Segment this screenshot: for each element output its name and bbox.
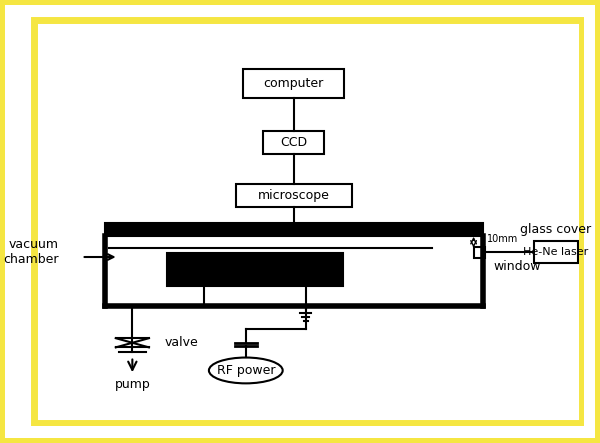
Text: pump: pump bbox=[115, 378, 150, 391]
Bar bbox=[473, 247, 485, 258]
Text: vacuum
chamber: vacuum chamber bbox=[3, 238, 59, 266]
Text: microscope: microscope bbox=[258, 189, 329, 202]
Bar bbox=[104, 223, 483, 236]
Text: He-Ne laser: He-Ne laser bbox=[523, 247, 589, 257]
Ellipse shape bbox=[209, 358, 283, 383]
Text: RF power: RF power bbox=[217, 364, 275, 377]
Bar bbox=[243, 69, 344, 98]
Text: 10mm: 10mm bbox=[487, 233, 518, 244]
Text: CCD: CCD bbox=[280, 136, 307, 149]
Text: valve: valve bbox=[164, 336, 199, 349]
Text: glass cover: glass cover bbox=[520, 223, 591, 236]
Bar bbox=[533, 241, 578, 264]
Text: computer: computer bbox=[263, 77, 324, 90]
Text: window: window bbox=[494, 260, 541, 273]
Bar bbox=[236, 184, 352, 207]
Bar bbox=[263, 131, 324, 154]
Bar bbox=[167, 253, 343, 286]
